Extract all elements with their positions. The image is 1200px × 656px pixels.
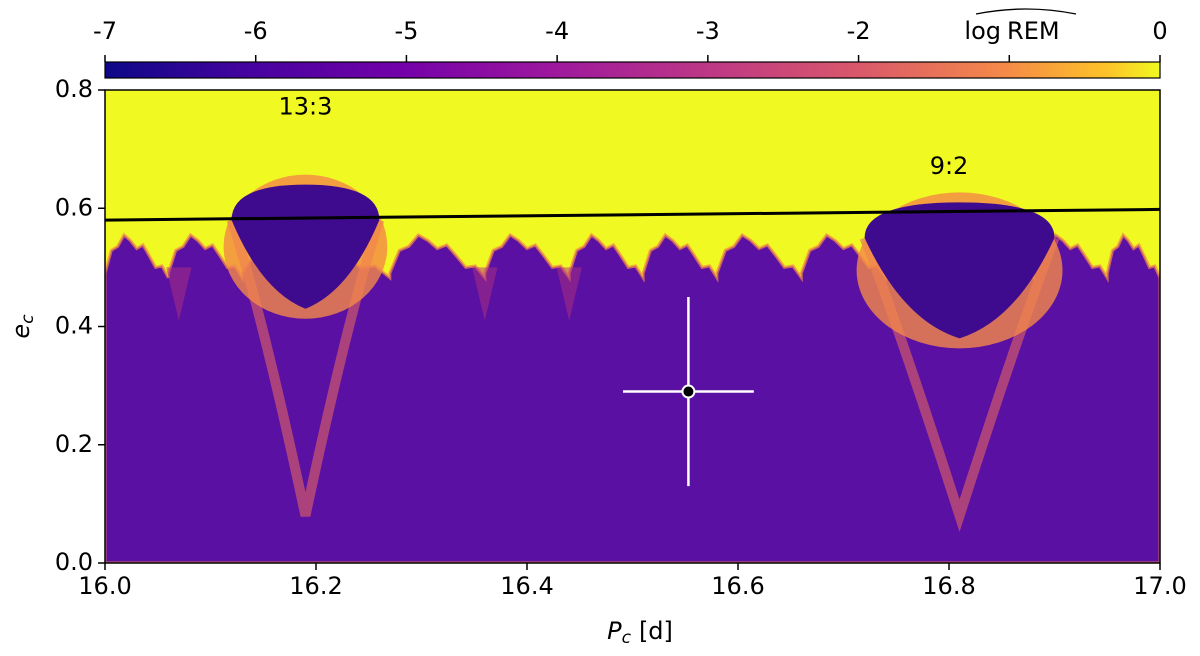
colorbar-label: log REM xyxy=(964,17,1059,45)
x-tick-label: 16.8 xyxy=(922,572,975,600)
x-tick-label: 16.2 xyxy=(289,572,342,600)
colorbar-tick-label: -3 xyxy=(696,17,720,45)
resonance-label: 9:2 xyxy=(930,152,969,180)
x-label-subscript: c xyxy=(622,628,632,648)
x-tick-label: 16.0 xyxy=(78,572,131,600)
colorbar-tick-label: -5 xyxy=(394,17,418,45)
colorbar-label-prefix: log xyxy=(964,17,1001,45)
x-tick-label: 16.6 xyxy=(711,572,764,600)
x-label-symbol: P xyxy=(607,617,622,645)
stability-map xyxy=(105,90,1160,563)
colorbar-tick-label: -7 xyxy=(93,17,117,45)
stability-line xyxy=(104,207,1161,222)
colorbar-label-hat xyxy=(975,8,1077,15)
x-axis-label: Pc [d] xyxy=(607,617,673,648)
colorbar-tick-label: -2 xyxy=(847,17,871,45)
boundary-dip xyxy=(472,267,498,321)
y-label-symbol: e xyxy=(7,324,35,339)
x-tick-label: 16.4 xyxy=(500,572,553,600)
x-tick-label: 17.0 xyxy=(1133,572,1186,600)
resonance-island xyxy=(864,202,1055,339)
colorbar-tick-label: 0 xyxy=(1152,17,1167,45)
boundary-dip xyxy=(166,267,192,321)
y-tick-label: 0.0 xyxy=(55,548,93,576)
y-tick-label: 0.8 xyxy=(55,75,93,103)
boundary-dip xyxy=(556,267,582,321)
resonance-island xyxy=(231,184,380,309)
colorbar-label-name: REM xyxy=(1007,17,1060,45)
colorbar xyxy=(104,61,1161,79)
y-axis-label: ec xyxy=(7,314,38,339)
y-label-subscript: c xyxy=(18,314,38,324)
y-tick-label: 0.6 xyxy=(55,193,93,221)
colorbar-tick-label: -4 xyxy=(545,17,569,45)
y-tick-label: 0.4 xyxy=(55,312,93,340)
colorbar-tick-label: -6 xyxy=(244,17,268,45)
x-label-unit: [d] xyxy=(639,617,673,645)
y-tick-label: 0.2 xyxy=(55,430,93,458)
point xyxy=(681,384,696,399)
resonance-label: 13:3 xyxy=(278,93,332,121)
